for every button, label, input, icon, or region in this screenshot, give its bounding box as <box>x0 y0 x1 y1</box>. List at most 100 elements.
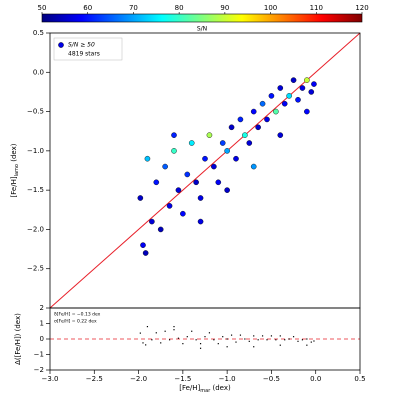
residual-point <box>306 344 308 346</box>
point <box>211 163 217 170</box>
residual-point <box>253 335 255 337</box>
colorbar-tick-label: 50 <box>38 4 47 12</box>
x-tick-label: −3.0 <box>42 375 59 383</box>
residual-point <box>168 339 171 341</box>
x-tick-label: −2.5 <box>86 375 103 383</box>
point <box>286 93 292 99</box>
y-tick-label: 0.0 <box>33 68 44 76</box>
point <box>153 179 160 186</box>
point <box>304 108 310 115</box>
residual-point <box>279 335 281 337</box>
residual-point <box>244 338 246 340</box>
residual-point <box>297 340 299 342</box>
residual-point <box>261 335 264 337</box>
point <box>142 250 149 256</box>
point <box>259 100 266 107</box>
colorbar <box>41 13 363 23</box>
residual-point <box>142 342 144 344</box>
point <box>193 179 199 186</box>
x-axis-label-main: [Fe/H] <box>179 384 200 392</box>
residual-point <box>204 336 206 338</box>
x-tick-label: 0.0 <box>310 375 321 383</box>
x-tick-label: −1.0 <box>219 375 236 383</box>
residual-point <box>160 342 162 344</box>
colorbar-tick-label: 80 <box>175 4 184 12</box>
legend-box <box>53 37 123 61</box>
point <box>162 163 168 170</box>
residual-point <box>145 344 147 346</box>
point <box>202 155 208 162</box>
y-axis-label-unit: (dex) <box>10 143 18 164</box>
residual-point <box>235 341 237 343</box>
y-axis-label: Δ([Fe/H]) (dex) <box>14 313 22 365</box>
point <box>281 100 288 107</box>
point <box>219 140 226 146</box>
point <box>166 203 173 209</box>
colorbar-tick-label: 110 <box>310 4 323 12</box>
residual-point <box>306 338 308 340</box>
point <box>228 124 235 131</box>
residual-point <box>177 337 180 339</box>
residual-point <box>226 346 228 348</box>
y-tick-label: −1.5 <box>27 186 44 194</box>
x-axis-label: [Fe/H]mar (dex) <box>179 384 231 394</box>
point <box>149 218 155 225</box>
annotation: σ[Fe/H] = 0.22 dex <box>54 319 97 325</box>
point <box>273 108 279 115</box>
residual-point <box>139 332 141 334</box>
point <box>233 155 239 162</box>
point <box>144 155 151 162</box>
point <box>171 132 177 138</box>
x-tick-label: 0.5 <box>354 375 365 383</box>
point <box>255 124 261 131</box>
residual-point <box>173 329 175 331</box>
legend-marker <box>58 42 64 48</box>
plot-frame <box>49 307 361 371</box>
point <box>184 171 191 178</box>
residual-point <box>284 339 286 341</box>
residual-point <box>275 339 277 341</box>
residual-point <box>164 330 166 332</box>
y-tick-label: −2 <box>34 366 44 374</box>
point <box>299 85 306 91</box>
residual-point <box>253 346 255 348</box>
colorbar-tick-label: 60 <box>83 4 92 12</box>
residual-point <box>310 341 312 343</box>
y-tick-label: 0 <box>40 335 44 343</box>
point <box>206 132 213 138</box>
residual-point <box>217 343 219 345</box>
residual-point <box>292 336 295 338</box>
residual-point <box>313 340 315 342</box>
annotation: δ[Fe/H] = −0.13 dex <box>54 312 101 318</box>
x-tick-label: −2.0 <box>130 375 147 383</box>
residual-point <box>151 339 153 341</box>
residual-point <box>155 332 157 334</box>
point <box>224 148 230 154</box>
residual-point <box>186 336 188 338</box>
colorbar-tick-label: 90 <box>220 4 229 12</box>
colorbar-tick-label: 100 <box>264 4 277 12</box>
point <box>237 116 244 123</box>
point <box>277 132 284 138</box>
residual-point <box>213 339 215 341</box>
colorbar-tick-label: 70 <box>129 4 138 12</box>
residual-point <box>270 335 273 337</box>
residual-point <box>257 339 259 341</box>
point <box>264 116 270 123</box>
x-axis-label-unit: (dex) <box>210 384 231 392</box>
y-tick-label: 0.5 <box>33 29 44 37</box>
point <box>140 242 146 248</box>
legend-count: 4819 stars <box>68 51 100 58</box>
y-tick-label: 2 <box>40 304 44 312</box>
point <box>171 148 177 154</box>
residual-point <box>248 340 250 342</box>
residual-point <box>191 330 193 332</box>
point <box>304 77 310 83</box>
point <box>311 81 317 87</box>
residual-point <box>239 334 242 336</box>
residual-point <box>173 326 175 328</box>
point <box>308 89 315 95</box>
point <box>290 77 297 83</box>
colorbar-label: S/N <box>197 26 207 33</box>
